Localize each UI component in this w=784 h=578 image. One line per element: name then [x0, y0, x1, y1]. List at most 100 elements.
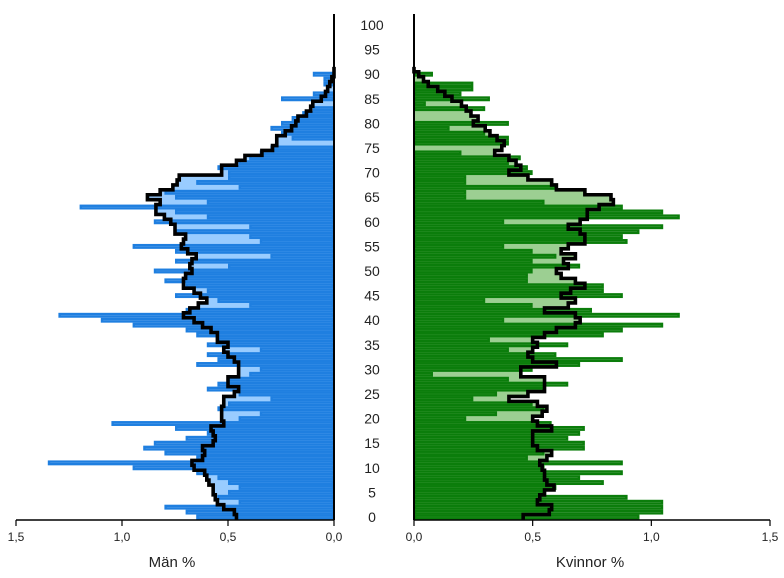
age-tick-label: 5: [368, 484, 376, 500]
men-bar-age-44: [217, 298, 335, 303]
men-bar-age-81: [291, 116, 334, 121]
age-tick-label: 60: [364, 214, 380, 230]
men-bar-age-85: [281, 96, 335, 102]
men-bar-age-15: [153, 440, 335, 446]
women-bar-age-30: [414, 366, 533, 372]
women-bar-age-61: [414, 214, 680, 220]
men-bar-age-29: [249, 371, 334, 377]
men-bar-age-60: [153, 219, 335, 225]
men-bar-age-1: [185, 509, 335, 515]
men-x-tick-label: 0,0: [326, 530, 343, 544]
women-bar-age-60: [414, 219, 505, 225]
men-bar-age-40: [100, 317, 335, 323]
men-bar-age-37: [196, 332, 334, 338]
age-tick-label: 50: [364, 263, 380, 279]
men-bar-age-83: [312, 106, 334, 112]
women-bar-age-57: [414, 234, 623, 240]
women-bar-age-16: [414, 435, 569, 441]
age-tick-label: 95: [364, 42, 380, 58]
women-bar-age-40: [414, 317, 505, 323]
women-bar-age-32: [414, 357, 623, 363]
women-bar-age-37: [414, 332, 604, 338]
age-tick-label: 75: [364, 140, 380, 156]
men-bar-age-73: [249, 155, 334, 161]
men-bar-age-68: [196, 179, 334, 185]
men-bar-age-63: [79, 204, 335, 210]
age-tick-label: 65: [364, 189, 380, 205]
women-x-axis-label: Kvinnor %: [556, 554, 624, 571]
women-bar-age-45: [414, 293, 623, 299]
women-bar-age-39: [414, 322, 664, 328]
men-bar-age-2: [164, 504, 335, 510]
women-bar-age-27: [414, 381, 569, 387]
women-panel: [412, 66, 680, 520]
women-bar-age-51: [414, 263, 581, 269]
women-x-tick-label: 1,0: [643, 530, 660, 544]
age-tick-label: 25: [364, 386, 380, 402]
women-bar-age-17: [414, 430, 581, 436]
men-bar-age-33: [206, 352, 335, 358]
men-bar-age-12: [196, 455, 334, 461]
men-bar-age-14: [143, 445, 334, 451]
men-bar-age-48: [164, 278, 335, 284]
women-bar-age-35: [414, 342, 569, 348]
women-bar-age-52: [414, 258, 533, 264]
men-bar-age-50: [153, 268, 335, 274]
men-bar-age-62: [174, 209, 335, 215]
age-tick-label: 35: [364, 337, 380, 353]
men-bar-age-17: [206, 430, 335, 436]
men-bar-age-53: [270, 253, 335, 259]
women-bar-age-33: [414, 352, 557, 358]
women-bar-age-25: [414, 391, 498, 397]
women-bar-age-83: [414, 106, 486, 112]
men-bar-age-59: [249, 224, 334, 230]
axes: 1,5 1,0 0,5 0,0 Män % 0,0 0,5 1,0 1,5 Kvinnor %: [8, 14, 779, 571]
women-bar-age-7: [414, 480, 604, 486]
women-bar-age-20: [414, 416, 467, 422]
men-bar-age-34: [259, 347, 335, 353]
men-bar-age-24: [270, 396, 335, 402]
women-bar-age-38: [414, 327, 623, 333]
men-bar-age-0: [196, 514, 334, 520]
men-bar-age-55: [132, 243, 335, 249]
men-bar-age-31: [196, 362, 334, 367]
women-bar-age-71: [414, 165, 528, 171]
women-bar-age-29: [414, 371, 433, 377]
women-bar-age-36: [414, 337, 490, 343]
age-tick-label: 90: [364, 66, 380, 82]
age-tick-label: 0: [368, 509, 376, 525]
women-bar-age-63: [414, 204, 623, 210]
women-bar-age-69: [414, 175, 467, 180]
men-bar-age-67: [238, 184, 335, 190]
men-bar-age-39: [132, 322, 335, 328]
men-bar-age-52: [174, 258, 335, 264]
men-bar-age-70: [227, 170, 334, 176]
age-axis-labels: 0 5 10 15 20 25 30 35 40 45 50 55 60 65 70 75 80 85 90 95 10…: [360, 17, 384, 525]
men-bar-age-6: [238, 485, 335, 490]
women-bar-age-49: [414, 273, 528, 279]
men-panel: [47, 66, 336, 520]
men-x-tick-label: 0,5: [220, 530, 237, 544]
men-bar-age-57: [249, 234, 334, 240]
men-bar-age-90: [312, 71, 334, 77]
women-bar-age-50: [414, 268, 533, 274]
women-x-tick-label: 0,0: [406, 530, 423, 544]
women-bar-age-70: [414, 170, 533, 176]
men-bar-age-7: [227, 480, 334, 486]
men-bar-age-13: [164, 450, 335, 456]
women-bar-age-4: [414, 494, 628, 500]
men-bar-age-3: [238, 499, 335, 505]
women-bar-age-15: [414, 440, 585, 446]
women-bar-age-11: [414, 460, 623, 466]
women-bar-age-21: [414, 411, 498, 417]
women-bar-age-72: [414, 160, 509, 166]
men-bar-age-35: [206, 342, 335, 348]
women-bar-age-34: [414, 347, 509, 353]
men-bar-age-78: [281, 130, 335, 136]
men-bar-age-10: [132, 465, 335, 471]
women-bar-age-12: [414, 455, 528, 461]
age-tick-label: 70: [364, 165, 380, 181]
women-bar-age-76: [414, 140, 509, 146]
men-bar-age-82: [302, 111, 334, 117]
